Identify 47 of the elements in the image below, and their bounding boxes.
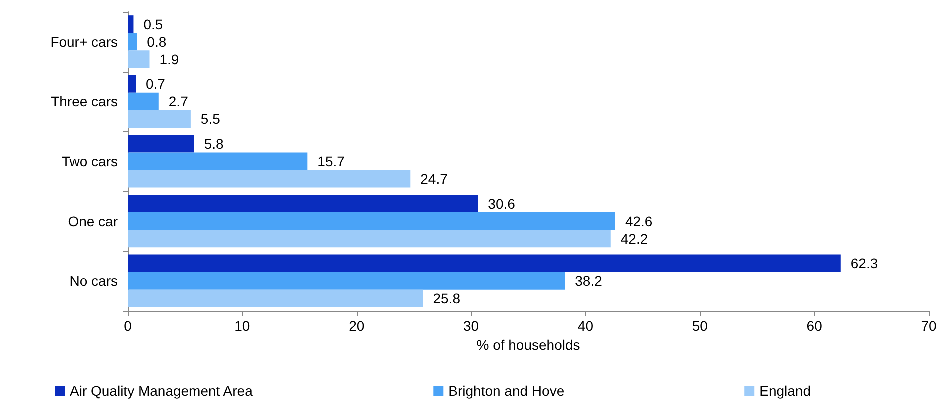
legend-label: Air Quality Management Area	[70, 383, 254, 399]
bar	[128, 50, 150, 68]
bar	[128, 170, 411, 188]
bar	[128, 254, 841, 272]
y-tick-label: Two cars	[62, 154, 118, 170]
data-label: 2.7	[168, 94, 189, 110]
data-label: 42.2	[620, 230, 648, 247]
y-tick-label: Three cars	[51, 94, 118, 110]
x-tick-label: 0	[124, 318, 132, 334]
x-tick-label: 60	[806, 318, 823, 334]
data-label: 24.7	[420, 171, 448, 188]
bar	[128, 290, 424, 308]
data-label: 5.8	[204, 136, 224, 152]
x-tick-label: 50	[692, 318, 708, 334]
y-tick-label: No cars	[70, 273, 118, 290]
bar	[128, 92, 159, 110]
bar	[128, 212, 616, 230]
bar	[128, 33, 138, 51]
data-label: 38.2	[575, 273, 603, 290]
x-tick-label: 40	[578, 318, 594, 334]
x-axis-title: % of households	[476, 336, 580, 353]
x-tick-label: 10	[234, 318, 250, 334]
data-label: 62.3	[850, 256, 878, 272]
x-tick-label: 20	[349, 318, 365, 334]
bar	[128, 194, 478, 213]
data-label: 0.5	[144, 16, 164, 32]
data-label: 30.6	[488, 196, 516, 212]
data-label: 0.7	[146, 76, 166, 92]
bar	[128, 16, 134, 34]
x-tick-label: 30	[463, 318, 480, 334]
data-label: 42.6	[625, 213, 653, 230]
x-tick-label: 70	[921, 318, 937, 334]
data-label: 5.5	[200, 111, 221, 128]
data-label: 15.7	[318, 154, 346, 170]
bar	[128, 110, 191, 128]
bar	[128, 152, 308, 170]
bar	[128, 135, 194, 153]
legend-label: England	[760, 383, 811, 399]
legend-label: Brighton and Hove	[448, 383, 565, 399]
bar	[128, 272, 566, 290]
bar	[128, 230, 611, 248]
data-label: 25.8	[433, 290, 461, 307]
data-label: 0.8	[147, 34, 167, 50]
y-tick-label: One car	[68, 213, 118, 230]
bar	[128, 75, 136, 93]
data-label: 1.9	[160, 51, 180, 68]
y-tick-label: Four+ cars	[50, 34, 118, 50]
